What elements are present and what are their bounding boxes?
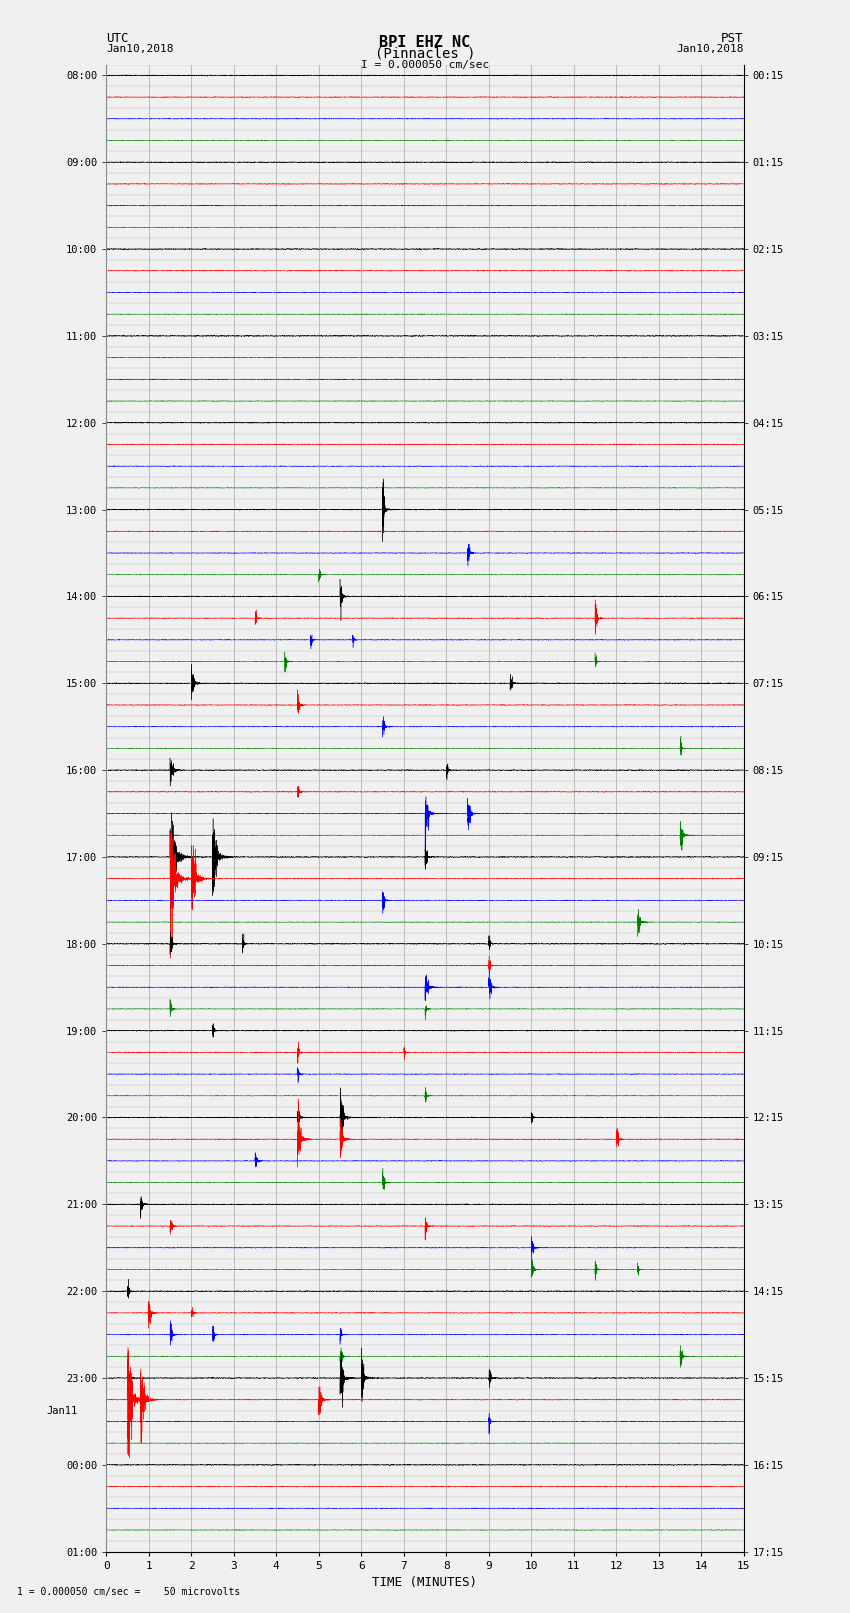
Text: 1 = 0.000050 cm/sec =    50 microvolts: 1 = 0.000050 cm/sec = 50 microvolts	[17, 1587, 241, 1597]
Text: PST: PST	[722, 32, 744, 45]
Text: (Pinnacles ): (Pinnacles )	[375, 47, 475, 61]
Text: BPI EHZ NC: BPI EHZ NC	[379, 35, 471, 50]
Text: UTC: UTC	[106, 32, 128, 45]
Text: Jan11: Jan11	[47, 1405, 78, 1416]
Text: Jan10,2018: Jan10,2018	[677, 44, 744, 53]
X-axis label: TIME (MINUTES): TIME (MINUTES)	[372, 1576, 478, 1589]
Text: I = 0.000050 cm/sec: I = 0.000050 cm/sec	[361, 60, 489, 69]
Text: Jan10,2018: Jan10,2018	[106, 44, 173, 53]
